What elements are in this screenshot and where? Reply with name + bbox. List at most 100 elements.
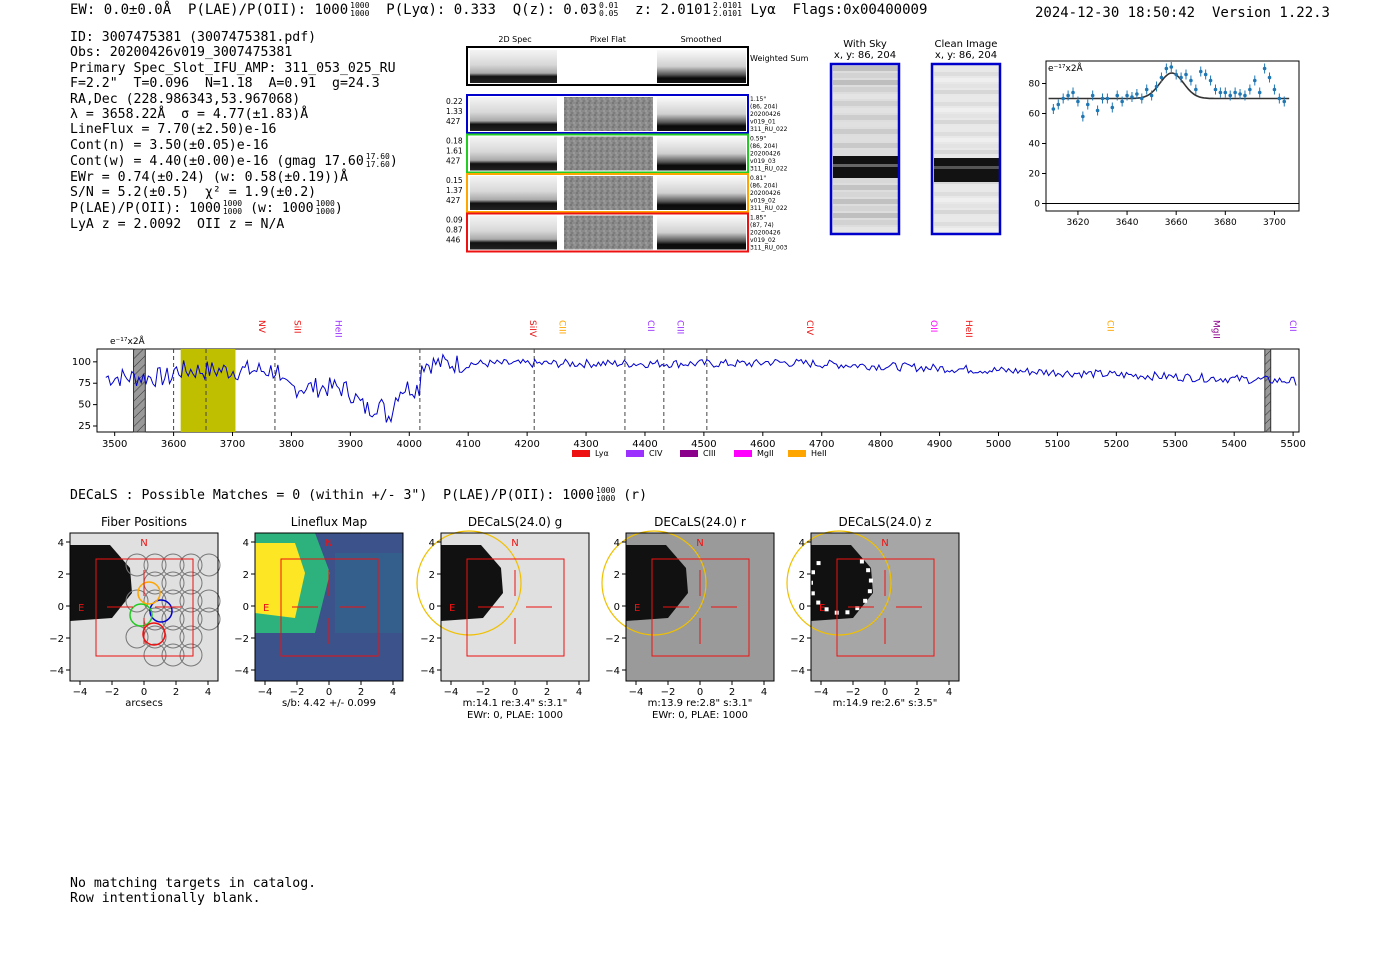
spectrum-line-label: SiII xyxy=(291,320,301,334)
decals-ytick-label: −2 xyxy=(790,634,805,645)
decals-xtick-label: 2 xyxy=(358,687,364,698)
with-sky-panel: With Sky x, y: 86, 204 xyxy=(829,39,901,236)
fit-data-point xyxy=(1154,84,1159,89)
info-plae-sup: 1000 xyxy=(222,199,243,209)
cutout-row-right-label: v019_03 xyxy=(750,158,776,165)
decals-ytick-label: 0 xyxy=(614,602,620,613)
spectrum-legend-swatch xyxy=(626,450,644,457)
fit-data-point xyxy=(1105,96,1110,101)
header-flags: Flags:0x00400009 xyxy=(792,2,928,18)
fiber-position-circle xyxy=(125,553,149,577)
cutout-row-left-label: 0.87 xyxy=(446,226,463,235)
spectrum-xtick-label: 4200 xyxy=(514,439,539,450)
decals-ytick-label: −4 xyxy=(420,666,435,677)
spectrum-xtick-label: 4100 xyxy=(455,439,480,450)
fit-data-point xyxy=(1085,102,1090,107)
decals-ytick-label: 4 xyxy=(614,538,620,549)
header-z-line: Lyα xyxy=(750,2,776,18)
fit-data-point xyxy=(1061,96,1065,101)
spectrum-xtick-label: 4900 xyxy=(927,439,952,450)
spectrum-fit-window xyxy=(180,349,236,432)
spectrum-curve xyxy=(105,353,1297,424)
cutout-row-right-label: 1.85" xyxy=(750,215,766,222)
decals-east-label: E xyxy=(819,603,825,614)
cutout-row-frame xyxy=(466,212,749,253)
fit-data-point xyxy=(1139,96,1144,101)
decals-ytick-label: −2 xyxy=(420,634,435,645)
decals-search-box xyxy=(280,558,379,657)
spectrum-xtick-label: 4600 xyxy=(750,439,775,450)
decals-xtick-label: 2 xyxy=(914,687,920,698)
fiber-highlight-red xyxy=(142,622,166,646)
header-qz: Q(z): 0.03 xyxy=(512,2,598,18)
fit-data-point xyxy=(1267,75,1272,80)
decals-xtick-label: 2 xyxy=(729,687,735,698)
cutout-row-right-label: 1.15" xyxy=(750,96,766,103)
fit-data-point xyxy=(1228,93,1233,98)
decals-ytick-label: 4 xyxy=(799,538,805,549)
cutout-row-left-label: 446 xyxy=(446,236,461,245)
decals-aperture-ellipse xyxy=(786,530,892,636)
fit-data-point xyxy=(1203,72,1208,77)
decals-aperture-ellipse xyxy=(601,530,707,636)
spectrum-legend-label: Lyα xyxy=(595,449,609,458)
cutout-header-2dspec: 2D Spec xyxy=(498,35,531,44)
info-contw-sup: 17.60 xyxy=(365,152,390,162)
spectrum-xtick-label: 4800 xyxy=(868,439,893,450)
fit-data-point xyxy=(1262,66,1267,71)
decals-north-label: N xyxy=(696,538,703,549)
fiber-highlight-green xyxy=(129,603,153,627)
fit-data-point xyxy=(1110,105,1115,110)
fit-data-point xyxy=(1272,87,1277,92)
decals-xtick-label: −4 xyxy=(258,687,273,698)
cutout-row-left-label: 427 xyxy=(446,196,461,205)
fit-ytick-label: 20 xyxy=(1029,170,1041,180)
spectrum-xtick-label: 4000 xyxy=(397,439,422,450)
spectrum-line-label: CII xyxy=(645,320,655,332)
fiber-position-circle xyxy=(143,553,167,577)
spectrum-line-label: HeII xyxy=(963,320,973,338)
fiber-highlight-orange xyxy=(137,581,161,605)
fiber-position-circle xyxy=(161,589,185,613)
decals-ytick-label: 0 xyxy=(243,602,249,613)
decals-caption-1: m:14.1 re:3.4" s:3.1" xyxy=(463,698,568,709)
weighted-sum-strip: Weighted Sum xyxy=(466,46,809,86)
cutout-row-frame xyxy=(466,173,749,213)
spectrum-ytick-label: 50 xyxy=(78,400,91,411)
with-sky-title: With Sky xyxy=(843,39,887,50)
fit-data-point xyxy=(1071,90,1075,95)
decals-summary-sub: 1000 xyxy=(596,494,616,503)
cutout-row-left-label: 0.22 xyxy=(446,97,463,106)
decals-caption-2: EWr: 0, PLAE: 1000 xyxy=(652,710,748,721)
decals-panels: Fiber Positions N E −4 4 −2 2 0 0 2 −2 4 −4 arcsecs Li… xyxy=(49,515,960,721)
fit-data-point xyxy=(1233,90,1237,95)
decals-panel-title: DECaLS(24.0) r xyxy=(654,515,746,529)
fit-ytick-label: 80 xyxy=(1029,80,1041,90)
decals-north-label: N xyxy=(140,538,147,549)
decals-xtick-label: 4 xyxy=(946,687,952,698)
info-primary: Primary Spec_Slot_IFU_AMP: 311_053_025_R… xyxy=(70,60,396,76)
decals-xtick-label: 2 xyxy=(544,687,550,698)
spectrum-masked-region xyxy=(133,348,146,433)
decals-aperture-ellipse xyxy=(416,530,522,636)
spectrum-legend-label: MgII xyxy=(757,449,774,458)
with-sky-xy: x, y: 86, 204 xyxy=(834,50,896,61)
fit-data-point xyxy=(1120,99,1124,104)
info-sn: S/N = 5.2(±0.5) χ² = 1.9(±0.2) xyxy=(70,185,317,201)
decals-caption-2: EWr: 0, PLAE: 1000 xyxy=(467,710,563,721)
fit-ytick-label: 40 xyxy=(1029,140,1041,150)
header-z-sub: 2.0101 xyxy=(713,9,742,18)
decals-search-box xyxy=(95,558,194,657)
cutout-headers: 2D Spec Pixel Flat Smoothed xyxy=(498,35,721,44)
decals-ytick-label: −4 xyxy=(790,666,805,677)
decals-ytick-label: −4 xyxy=(234,666,249,677)
detection-info: ID: 3007475381 (3007475381.pdf) Obs: 202… xyxy=(70,30,398,232)
fit-data-point xyxy=(1243,93,1247,98)
spectrum-xtick-label: 4400 xyxy=(632,439,657,450)
decals-xtick-label: −2 xyxy=(290,687,305,698)
header-plae: P(LAE)/P(OII): 1000 xyxy=(188,2,349,18)
fit-data-point xyxy=(1169,65,1174,69)
